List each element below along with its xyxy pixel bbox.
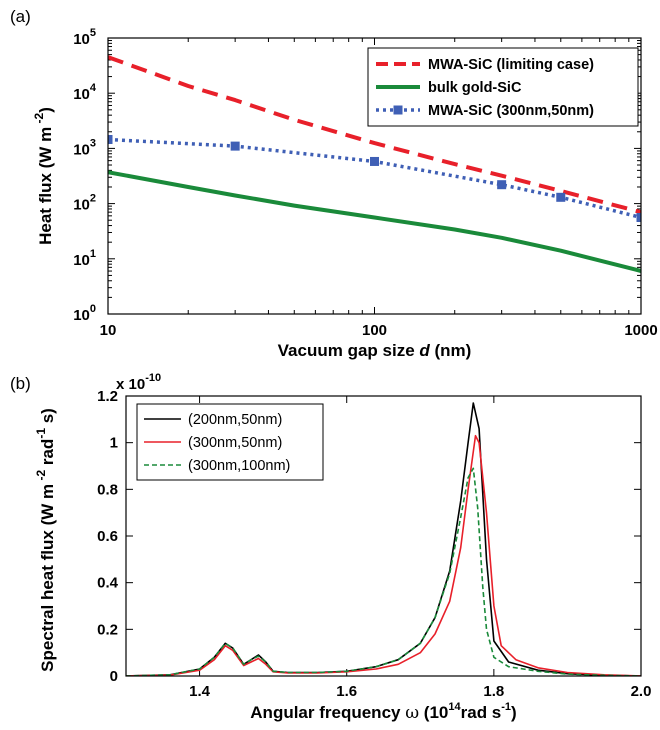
chart-b: (b) x 10-10 1.4 1.6 1.8 2.0 0 0.2 0.4 0.6 0.8 1 1.2 A… bbox=[10, 372, 651, 723]
x-tick-label: 1000 bbox=[624, 322, 657, 339]
x-axis-label-main: Angular frequency bbox=[250, 703, 405, 722]
y-tick-exponent: 2 bbox=[90, 193, 96, 205]
x-tick-label: 10 bbox=[100, 322, 117, 339]
y-axis-label-close: ) bbox=[36, 107, 55, 113]
y-axis-label: Heat flux (W m -2) bbox=[32, 107, 55, 245]
y-axis-label-p3: s) bbox=[38, 408, 57, 428]
x-axis-label-unit-close: ) bbox=[511, 703, 517, 722]
panel-label-b: (b) bbox=[10, 374, 31, 393]
data-point-marker bbox=[230, 141, 240, 151]
y-axis-label-p1: Spectral heat flux (W m bbox=[38, 484, 57, 672]
legend-label-a-0: MWA-SiC (limiting case) bbox=[428, 57, 594, 73]
x-axis-label-unit-open: (10 bbox=[419, 703, 448, 722]
panel-label-a: (a) bbox=[10, 7, 31, 26]
y-multiplier-base: x 10 bbox=[116, 376, 145, 393]
y-tick-base: 10 bbox=[73, 252, 90, 269]
y-axis-label-p2: rad bbox=[38, 439, 57, 470]
legend-label-a-2: MWA-SiC (300nm,50nm) bbox=[428, 103, 594, 119]
series-line-b-1 bbox=[126, 434, 641, 676]
y-tick-label: 104 bbox=[73, 82, 97, 103]
x-axis-label: Angular frequency ω (1014rad s-1) bbox=[250, 701, 516, 723]
x-tick-label: 1.4 bbox=[189, 683, 211, 700]
plot-area-a bbox=[108, 55, 641, 273]
x-tick-label: 1.6 bbox=[336, 683, 357, 700]
y-tick-label: 0.2 bbox=[97, 621, 118, 638]
y-tick-label: 101 bbox=[73, 248, 96, 269]
legend-label-b-0: (200nm,50nm) bbox=[188, 412, 282, 428]
plot-frame-a bbox=[107, 37, 642, 315]
x-axis-label-symbol: ω bbox=[405, 703, 419, 723]
x-axis-label-unit: (nm) bbox=[430, 341, 472, 360]
y-tick-label: 0 bbox=[110, 668, 118, 685]
y-axis-label-exp: -2 bbox=[32, 112, 46, 126]
y-tick-base: 10 bbox=[73, 31, 90, 48]
y-tick-label: 102 bbox=[73, 193, 96, 214]
x-axis-label-unit-mid: rad s bbox=[461, 703, 502, 722]
legend-label-b-2: (300nm,100nm) bbox=[188, 458, 290, 474]
y-tick-exponent: 4 bbox=[90, 82, 97, 94]
x-axis-label: Vacuum gap size d (nm) bbox=[278, 341, 472, 360]
data-point-marker bbox=[108, 134, 113, 144]
y-tick-base: 10 bbox=[73, 307, 90, 324]
y-axis-label-e1: -2 bbox=[34, 470, 48, 484]
x-tick-label: 1.8 bbox=[483, 683, 504, 700]
y-tick-base: 10 bbox=[73, 197, 90, 214]
y-tick-label: 103 bbox=[73, 137, 96, 158]
data-point-marker bbox=[636, 213, 641, 223]
x-tick-label: 2.0 bbox=[631, 683, 652, 700]
y-tick-label: 1.2 bbox=[97, 388, 118, 405]
y-axis-label: Spectral heat flux (W m -2 rad-1 s) bbox=[34, 408, 57, 672]
y-axis-label-main: Heat flux (W m bbox=[36, 127, 55, 245]
y-tick-exponent: 1 bbox=[90, 248, 96, 260]
x-axis-label-main: Vacuum gap size bbox=[278, 341, 420, 360]
y-tick-label: 105 bbox=[73, 27, 96, 48]
data-point-marker bbox=[556, 192, 566, 202]
x-tick-label: 100 bbox=[362, 322, 387, 339]
y-tick-label: 1 bbox=[110, 435, 118, 452]
legend-label-a-1: bulk gold-SiC bbox=[428, 80, 522, 96]
y-multiplier: x 10-10 bbox=[116, 372, 161, 393]
y-tick-label: 0.4 bbox=[97, 575, 119, 592]
legend-marker bbox=[393, 105, 403, 115]
plot-frame-b bbox=[125, 395, 642, 677]
x-axis-label-exp2: -1 bbox=[501, 701, 511, 713]
series-line-b-2 bbox=[126, 467, 641, 676]
y-tick-exponent: 0 bbox=[90, 303, 96, 315]
series-line-a-0 bbox=[108, 55, 641, 215]
series-line-a-1 bbox=[108, 170, 641, 273]
y-tick-base: 10 bbox=[73, 86, 90, 103]
plot-area-b bbox=[126, 402, 641, 676]
y-tick-label: 0.6 bbox=[97, 528, 118, 545]
y-tick-label: 100 bbox=[73, 303, 96, 324]
y-tick-exponent: 3 bbox=[90, 137, 96, 149]
data-point-marker bbox=[497, 180, 507, 190]
series-line-a-2 bbox=[108, 137, 641, 220]
y-tick-label: 0.8 bbox=[97, 481, 118, 498]
y-axis-label-e2: -1 bbox=[34, 428, 48, 439]
x-axis-label-var: d bbox=[419, 341, 430, 360]
data-point-marker bbox=[370, 156, 379, 166]
legend-label-b-1: (300nm,50nm) bbox=[188, 435, 282, 451]
y-multiplier-exponent: -10 bbox=[145, 372, 161, 384]
y-tick-base: 10 bbox=[73, 141, 90, 158]
y-tick-exponent: 5 bbox=[90, 27, 96, 39]
x-axis-label-exp1: 14 bbox=[448, 701, 461, 713]
